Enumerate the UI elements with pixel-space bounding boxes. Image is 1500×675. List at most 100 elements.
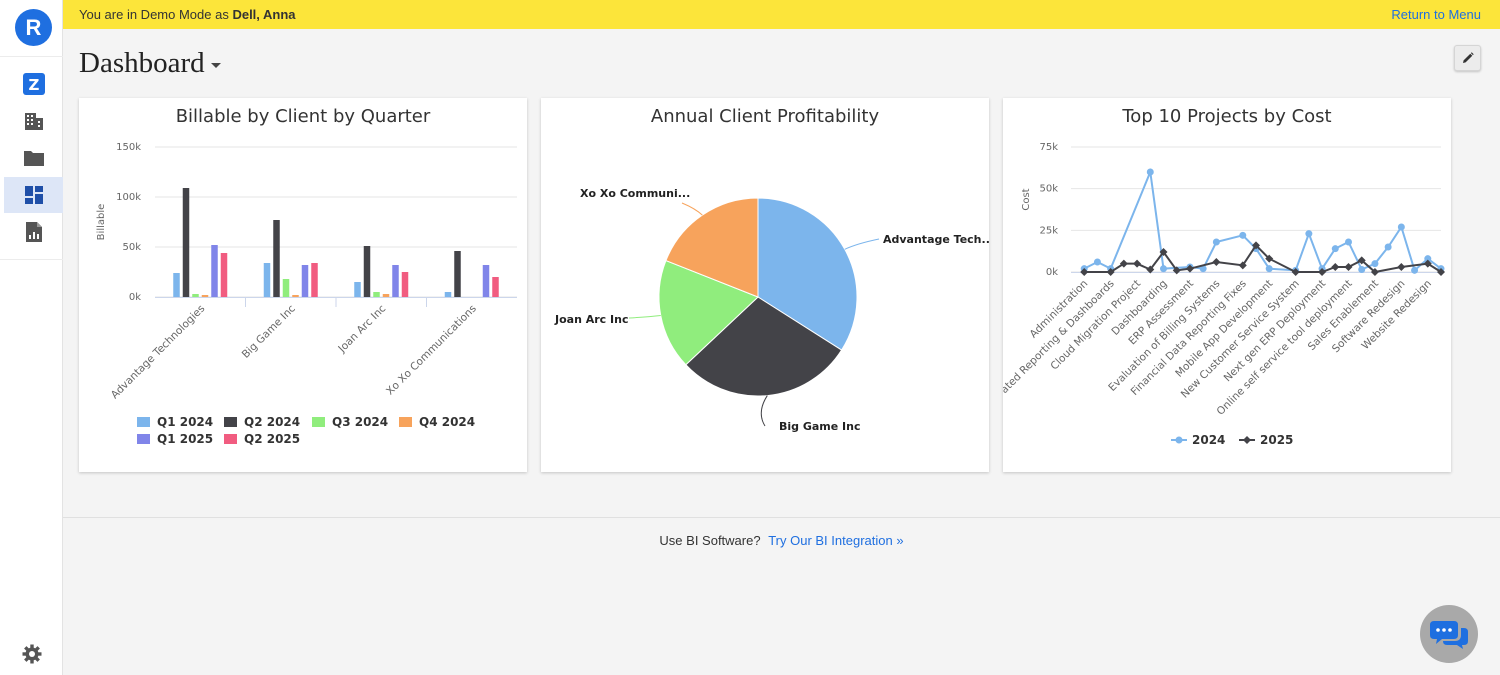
legend-item: Q2 2024 — [224, 415, 300, 429]
demo-mode-text: You are in Demo Mode as Dell, Anna — [79, 7, 296, 22]
data-point — [1160, 265, 1167, 273]
data-point — [1119, 259, 1128, 268]
footer-divider — [63, 517, 1500, 518]
y-axis-label: Billable — [96, 204, 107, 241]
bar — [220, 253, 228, 297]
bar — [273, 220, 280, 297]
sidebar-item-companies[interactable] — [4, 103, 63, 139]
data-point — [1358, 266, 1366, 273]
series-line — [1083, 168, 1442, 273]
pie-slice — [757, 197, 858, 351]
legend-swatch — [399, 417, 412, 427]
sidebar-item-z-app[interactable]: Z — [4, 66, 63, 102]
edit-dashboard-button[interactable] — [1454, 45, 1481, 71]
legend-item: 2024 — [1171, 433, 1225, 447]
demo-mode-banner: You are in Demo Mode as Dell, Anna Retur… — [63, 0, 1500, 29]
sidebar-item-dashboard[interactable] — [4, 177, 63, 213]
data-point — [1305, 230, 1313, 238]
data-point — [1239, 231, 1247, 239]
folder-icon — [23, 151, 44, 166]
chevron-down-icon — [210, 63, 221, 68]
legend-marker — [1243, 436, 1251, 444]
data-point — [1437, 268, 1445, 276]
x-tick-label: Advantage Technologies — [109, 303, 208, 402]
y-tick-label: 100k — [116, 192, 141, 203]
gear-icon — [22, 644, 42, 664]
data-point — [1291, 268, 1300, 276]
data-point — [1370, 268, 1379, 276]
dashboard-icon — [24, 186, 43, 204]
bar — [311, 263, 318, 297]
bar — [454, 251, 461, 297]
bar — [354, 282, 361, 297]
bar — [382, 294, 390, 297]
bar — [263, 263, 271, 297]
bar — [492, 277, 499, 297]
return-to-menu-link[interactable]: Return to Menu — [1391, 7, 1481, 22]
bar — [282, 279, 290, 297]
data-point — [1146, 265, 1155, 274]
dashboard-selector[interactable]: Dashboard — [79, 47, 221, 80]
data-point — [1212, 258, 1221, 266]
billable-bar-chart: 0k 50k 100k 150k Billable Advantage Technolog… — [96, 142, 517, 446]
bar — [173, 273, 180, 297]
settings-button[interactable] — [22, 644, 42, 669]
page-title: Dashboard — [79, 47, 205, 79]
bar — [292, 295, 299, 297]
data-point — [1331, 245, 1339, 253]
pie-label: Big Game Inc — [779, 420, 861, 433]
legend-label: Q3 2024 — [332, 415, 388, 429]
data-point — [1212, 238, 1220, 246]
legend-label: 2024 — [1192, 433, 1225, 447]
legend-item: Q2 2025 — [224, 432, 300, 446]
bar — [201, 295, 209, 297]
data-point — [1199, 265, 1207, 273]
data-point — [1384, 243, 1392, 251]
legend-swatch — [137, 434, 150, 444]
data-point — [1397, 263, 1406, 271]
sidebar-divider — [0, 259, 63, 260]
y-tick-label: 0k — [129, 292, 141, 303]
chat-bubbles-icon — [1430, 621, 1468, 649]
app-logo[interactable]: R — [15, 9, 52, 46]
y-tick-label: 50k — [122, 242, 141, 253]
card-title: Billable by Client by Quarter — [175, 106, 431, 127]
bi-prompt: Use BI Software? — [659, 533, 761, 548]
sidebar: R Z — [0, 0, 63, 675]
bi-integration-link[interactable]: Try Our BI Integration » — [768, 533, 904, 548]
report-icon — [25, 222, 42, 242]
pie-connector — [844, 238, 880, 250]
pie-label: Advantage Tech... — [883, 233, 989, 246]
pie-slice — [658, 259, 759, 366]
chat-widget-button[interactable] — [1420, 605, 1478, 663]
data-point — [1331, 263, 1340, 271]
data-point — [1318, 268, 1327, 276]
demo-user-name: Dell, Anna — [232, 7, 296, 22]
bar — [182, 188, 190, 297]
legend-item: Q1 2025 — [137, 432, 213, 446]
data-point — [1397, 223, 1405, 231]
x-tick-label: Xo Xo Communications — [384, 303, 479, 398]
pie-connector — [628, 315, 661, 319]
data-point — [1093, 258, 1101, 266]
sidebar-item-projects[interactable] — [4, 140, 63, 176]
x-tick-label: Joan Arc Inc — [335, 302, 388, 355]
y-tick-label: 50k — [1039, 184, 1058, 195]
data-point — [1080, 268, 1089, 276]
bar — [444, 292, 452, 297]
data-point — [1357, 256, 1366, 265]
data-point — [1238, 261, 1247, 270]
x-tick-label: Big Game Inc — [240, 302, 298, 360]
building-icon — [24, 113, 43, 130]
legend-label: Q1 2024 — [157, 415, 213, 429]
y-tick-label: 75k — [1039, 142, 1058, 153]
svg-text:Z: Z — [28, 76, 39, 94]
y-tick-label: 150k — [116, 142, 141, 153]
pencil-icon — [1462, 52, 1474, 63]
legend-marker — [1175, 436, 1183, 444]
pie-label: Xo Xo Communi... — [580, 187, 690, 200]
card-title: Annual Client Profitability — [650, 106, 880, 127]
sidebar-item-reports[interactable] — [4, 214, 63, 250]
